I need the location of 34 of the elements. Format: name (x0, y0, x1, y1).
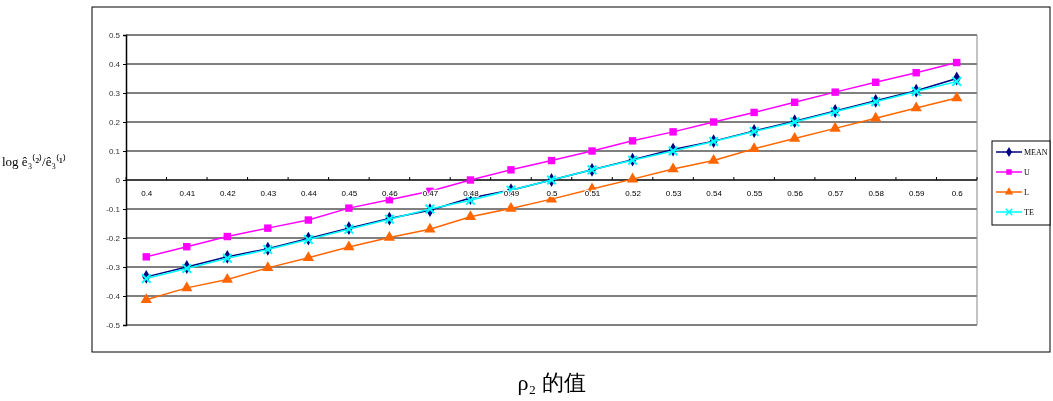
x-tick-label: 0.52 (625, 188, 642, 198)
y-tick-label: -0.5 (106, 321, 121, 331)
legend-label: TE (1024, 208, 1034, 217)
y-axis-title: log ê₃⁽²⁾/ê₃⁽¹⁾ (2, 154, 66, 169)
x-axis-title: ρ₂ 的值 (517, 370, 586, 395)
x-tick-label: 0.54 (706, 188, 723, 198)
y-tick-label: 0.2 (108, 118, 121, 128)
x-tick-label: 0.55 (746, 188, 763, 198)
x-tick-label: 0.5 (546, 188, 559, 198)
x-tick-label: 0.56 (787, 188, 804, 198)
x-tick-label: 0.43 (260, 188, 277, 198)
y-tick-label: -0.3 (106, 263, 121, 273)
y-tick-label: 0.1 (108, 147, 121, 157)
x-tick-label: 0.46 (382, 188, 399, 198)
x-tick-label: 0.42 (220, 188, 237, 198)
x-tick-label: 0.53 (665, 188, 682, 198)
y-tick-label: 0.3 (108, 89, 121, 99)
x-tick-label: 0.44 (301, 188, 318, 198)
y-tick-label: 0.4 (108, 60, 121, 70)
x-tick-label: 0.45 (341, 188, 358, 198)
x-tick-label: 0.58 (868, 188, 885, 198)
legend-label: MEAN (1024, 148, 1048, 157)
x-tick-label: 0.59 (908, 188, 926, 198)
x-tick-label: 0.41 (179, 188, 196, 198)
x-tick-label: 0.4 (141, 188, 153, 198)
y-tick-label: -0.2 (106, 234, 121, 244)
y-tick-label: 0.5 (108, 31, 121, 41)
y-tick-label: -0.4 (106, 292, 121, 302)
y-tick-label: 0 (115, 176, 121, 186)
x-tick-label: 0.6 (951, 188, 964, 198)
x-tick-label: 0.57 (827, 188, 844, 198)
y-tick-label: -0.1 (106, 205, 121, 215)
legend-label: U (1024, 168, 1030, 177)
legend-label: L (1024, 188, 1029, 197)
